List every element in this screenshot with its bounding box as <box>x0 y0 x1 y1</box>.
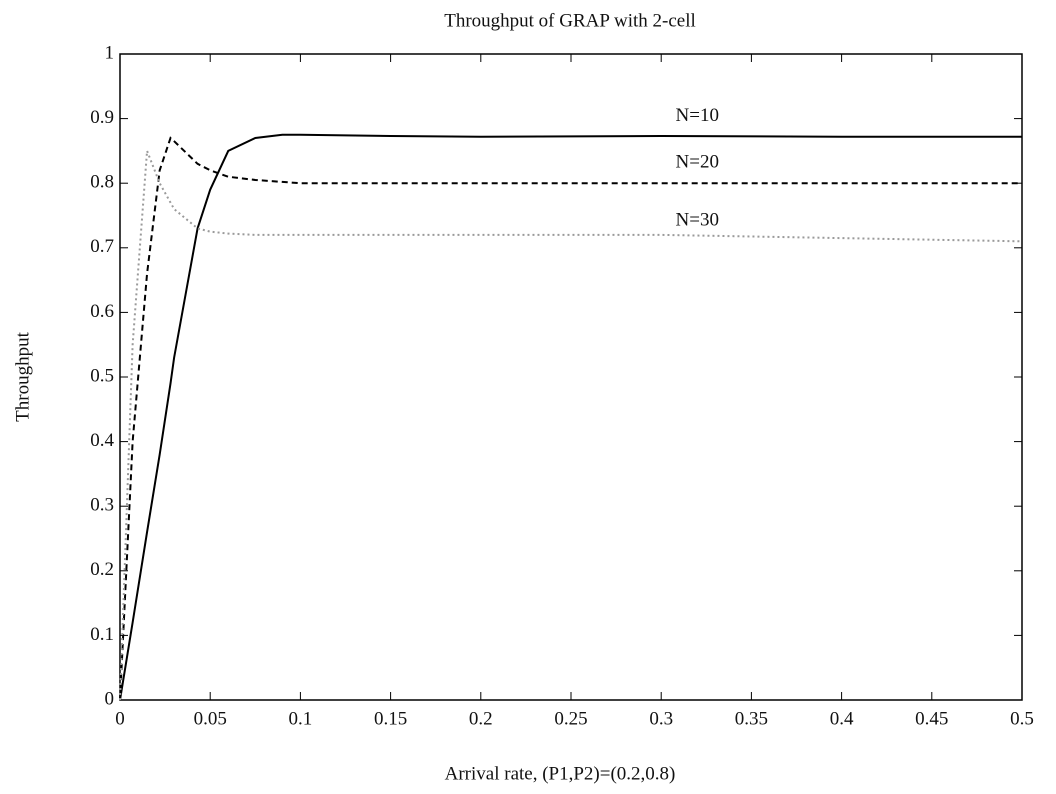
chart-title: Throughput of GRAP with 2-cell <box>444 10 696 31</box>
series-line <box>119 133 1022 701</box>
x-axis-label: Arrival rate, (P1,P2)=(0.2,0.8) <box>445 763 676 784</box>
x-tick-label: 0.25 <box>554 708 587 729</box>
y-tick-label: 0.9 <box>90 107 114 128</box>
x-tick-label: 0.1 <box>289 708 313 729</box>
y-tick-label: 0.1 <box>90 624 114 645</box>
series-line <box>119 150 1023 701</box>
x-tick-label: 0.2 <box>469 708 493 729</box>
x-tick-label: 0.35 <box>735 708 768 729</box>
x-tick-label: 0.5 <box>1010 708 1034 729</box>
series-label: N=30 <box>676 210 719 231</box>
y-tick-label: 1 <box>105 42 115 63</box>
x-tick-label: 0 <box>115 708 125 729</box>
plot-frame <box>119 53 1023 701</box>
y-axis-label: Throughput <box>12 331 33 421</box>
y-tick-label: 0.3 <box>90 495 114 516</box>
series-label: N=20 <box>676 152 719 173</box>
y-tick-label: 0.6 <box>90 301 114 322</box>
series-line <box>119 136 1022 701</box>
y-tick-label: 0.8 <box>90 172 114 193</box>
x-tick-label: 0.15 <box>374 708 407 729</box>
y-tick-label: 0.5 <box>90 365 114 386</box>
series-label: N=10 <box>676 105 719 126</box>
y-tick-label: 0.7 <box>90 236 114 257</box>
y-tick-label: 0.4 <box>90 430 114 451</box>
y-tick-label: 0 <box>105 688 115 709</box>
x-tick-label: 0.05 <box>194 708 227 729</box>
x-tick-label: 0.4 <box>830 708 854 729</box>
y-tick-label: 0.2 <box>90 559 114 580</box>
x-tick-label: 0.3 <box>649 708 673 729</box>
x-tick-label: 0.45 <box>915 708 948 729</box>
